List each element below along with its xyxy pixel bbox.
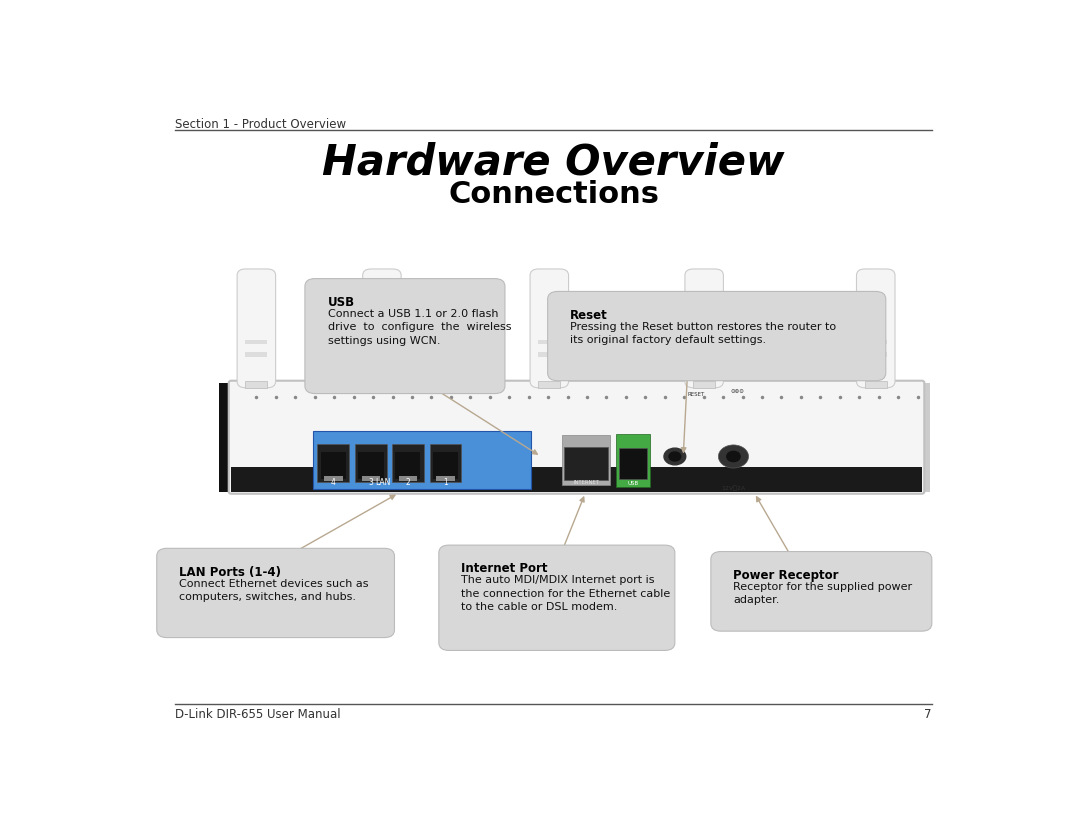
Bar bbox=[245, 353, 267, 357]
FancyBboxPatch shape bbox=[218, 383, 235, 492]
Bar bbox=[372, 339, 393, 344]
Bar bbox=[321, 452, 346, 479]
Text: USB: USB bbox=[627, 481, 638, 486]
Bar bbox=[359, 452, 383, 479]
Circle shape bbox=[664, 448, 686, 465]
Text: The auto MDI/MDIX Internet port is
the connection for the Ethernet cable
to the : The auto MDI/MDIX Internet port is the c… bbox=[461, 575, 671, 612]
Bar bbox=[399, 475, 417, 481]
Text: LAN Ports (1-4): LAN Ports (1-4) bbox=[179, 565, 282, 579]
Text: Receptor for the supplied power
adapter.: Receptor for the supplied power adapter. bbox=[733, 582, 913, 605]
Text: USB: USB bbox=[327, 296, 354, 309]
Bar bbox=[362, 475, 380, 481]
Text: D-Link DIR-655 User Manual: D-Link DIR-655 User Manual bbox=[175, 708, 341, 721]
Text: INTERNET: INTERNET bbox=[573, 480, 599, 485]
Bar bbox=[245, 339, 267, 344]
Text: Connections: Connections bbox=[448, 180, 659, 209]
Bar bbox=[231, 467, 922, 492]
FancyBboxPatch shape bbox=[711, 551, 932, 631]
FancyBboxPatch shape bbox=[438, 545, 675, 651]
Bar bbox=[619, 448, 647, 479]
Circle shape bbox=[718, 445, 748, 468]
Text: Reset: Reset bbox=[570, 309, 608, 322]
Circle shape bbox=[669, 452, 680, 461]
Bar bbox=[693, 339, 715, 344]
FancyBboxPatch shape bbox=[305, 279, 505, 394]
Bar bbox=[324, 475, 342, 481]
Bar bbox=[865, 339, 887, 344]
Text: Section 1 - Product Overview: Section 1 - Product Overview bbox=[175, 118, 347, 131]
FancyBboxPatch shape bbox=[157, 548, 394, 637]
Bar bbox=[539, 353, 561, 357]
Text: 12V⌲2A: 12V⌲2A bbox=[721, 485, 745, 491]
Bar bbox=[693, 353, 715, 357]
Bar bbox=[313, 431, 531, 489]
Bar bbox=[245, 381, 267, 388]
Text: LAN: LAN bbox=[375, 479, 391, 487]
FancyBboxPatch shape bbox=[548, 291, 886, 380]
Text: Pressing the Reset button restores the router to
its original factory default se: Pressing the Reset button restores the r… bbox=[570, 322, 836, 345]
Circle shape bbox=[727, 451, 740, 462]
Text: Connect a USB 1.1 or 2.0 flash
drive  to  configure  the  wireless
settings usin: Connect a USB 1.1 or 2.0 flash drive to … bbox=[327, 309, 511, 346]
Bar bbox=[565, 447, 608, 480]
FancyBboxPatch shape bbox=[915, 383, 930, 492]
Bar bbox=[539, 381, 561, 388]
FancyBboxPatch shape bbox=[229, 380, 924, 494]
FancyBboxPatch shape bbox=[363, 269, 401, 388]
Text: 1: 1 bbox=[443, 479, 448, 487]
FancyBboxPatch shape bbox=[530, 269, 568, 388]
Text: 4: 4 bbox=[330, 479, 336, 487]
Bar bbox=[865, 353, 887, 357]
Bar bbox=[693, 381, 715, 388]
FancyBboxPatch shape bbox=[856, 269, 895, 388]
Bar bbox=[318, 444, 349, 482]
Bar bbox=[539, 339, 561, 344]
Bar bbox=[617, 434, 650, 487]
Text: 7: 7 bbox=[924, 708, 932, 721]
Text: RESET: RESET bbox=[687, 392, 704, 397]
Bar bbox=[436, 475, 455, 481]
Bar bbox=[865, 381, 887, 388]
Bar bbox=[355, 444, 387, 482]
Text: Connect Ethernet devices such as
computers, switches, and hubs.: Connect Ethernet devices such as compute… bbox=[179, 579, 369, 602]
Text: 3: 3 bbox=[368, 479, 374, 487]
Bar bbox=[395, 452, 420, 479]
Text: Power Receptor: Power Receptor bbox=[733, 569, 839, 582]
Text: Hardware Overview: Hardware Overview bbox=[322, 142, 785, 183]
Bar bbox=[372, 381, 393, 388]
Bar bbox=[392, 444, 423, 482]
FancyBboxPatch shape bbox=[238, 269, 275, 388]
Text: Internet Port: Internet Port bbox=[461, 562, 548, 575]
Bar bbox=[372, 353, 393, 357]
FancyBboxPatch shape bbox=[685, 269, 724, 388]
Text: 2: 2 bbox=[405, 479, 410, 487]
Bar bbox=[433, 452, 458, 479]
Text: ⊖⊕⊖: ⊖⊕⊖ bbox=[731, 389, 744, 394]
Bar bbox=[562, 435, 610, 485]
Bar bbox=[430, 444, 461, 482]
